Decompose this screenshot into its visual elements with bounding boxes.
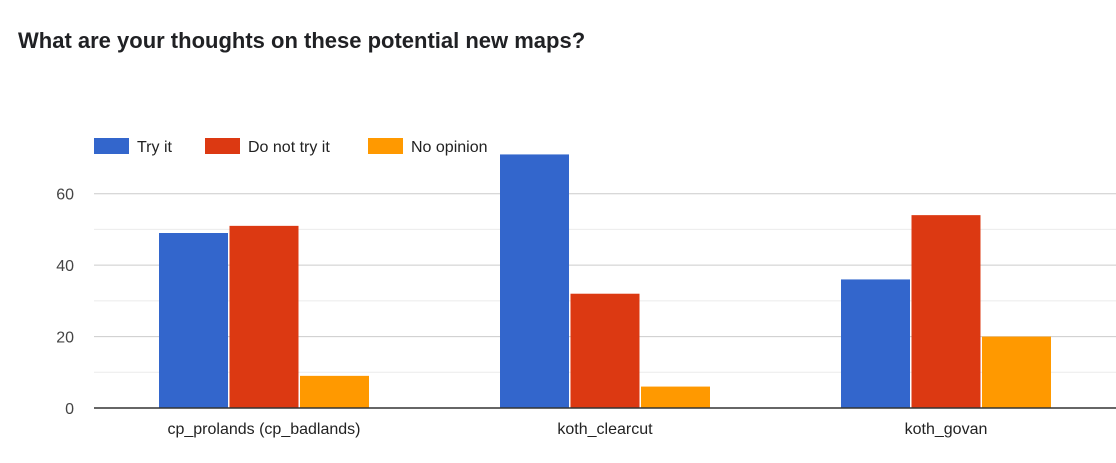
legend-swatch: [205, 138, 240, 154]
bar: [300, 375, 369, 408]
x-tick-label: cp_prolands (cp_badlands): [167, 421, 360, 438]
x-tick-label: koth_clearcut: [557, 421, 653, 438]
y-tick-label: 40: [56, 258, 74, 275]
legend-swatch: [94, 138, 129, 154]
bar: [159, 233, 228, 408]
legend-label: No opinion: [411, 139, 488, 156]
y-axis-ticks: 0 20 40 60: [56, 187, 74, 418]
legend: Try it Do not try it No opinion: [94, 138, 488, 156]
bar: [641, 386, 710, 408]
bar: [229, 225, 299, 408]
bars: [159, 154, 1051, 408]
bar: [911, 215, 981, 408]
bar: [570, 293, 640, 408]
y-tick-label: 0: [65, 401, 74, 418]
y-tick-label: 60: [56, 187, 74, 204]
x-tick-label: koth_govan: [905, 421, 988, 438]
bar: [982, 336, 1051, 408]
legend-label: Do not try it: [248, 139, 330, 156]
bar: [841, 279, 910, 408]
bar: [500, 154, 569, 408]
legend-swatch: [368, 138, 403, 154]
legend-label: Try it: [137, 139, 173, 156]
x-axis-labels: cp_prolands (cp_badlands) koth_clearcut ko…: [167, 421, 987, 438]
chart-title: What are your thoughts on these potentia…: [18, 28, 586, 53]
y-tick-label: 20: [56, 330, 74, 347]
